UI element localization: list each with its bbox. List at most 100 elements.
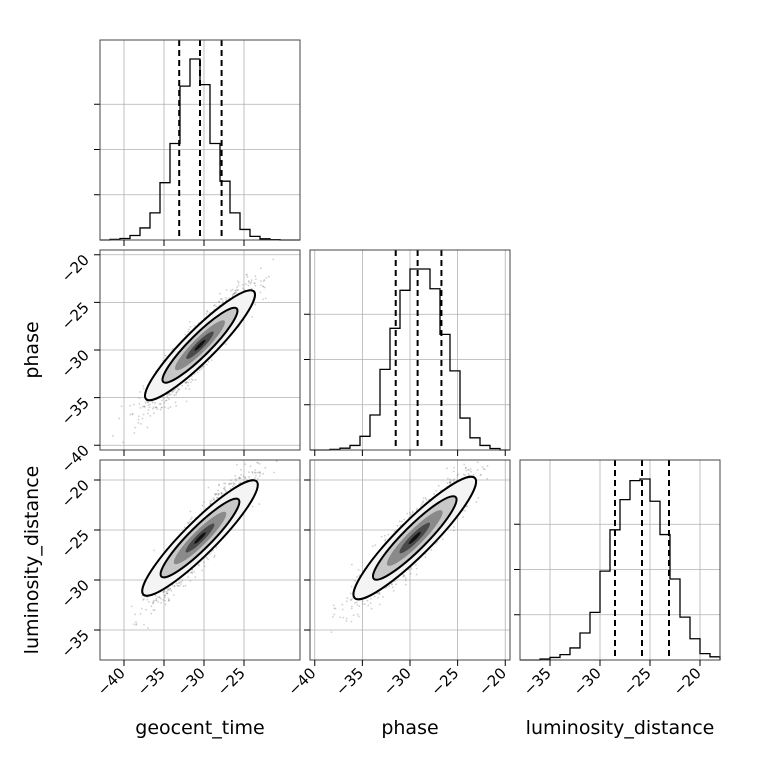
- scatter-point: [450, 479, 453, 482]
- scatter-point: [152, 609, 155, 612]
- scatter-point: [237, 281, 240, 284]
- scatter-point: [155, 406, 157, 409]
- scatter-point: [237, 289, 239, 292]
- scatter-point: [147, 412, 149, 415]
- scatter-point: [253, 471, 256, 474]
- scatter-point: [250, 287, 253, 290]
- scatter-point: [358, 605, 361, 608]
- scatter-point: [257, 455, 259, 457]
- scatter-point: [158, 403, 161, 405]
- scatter-point: [213, 492, 216, 495]
- scatter-point: [242, 287, 244, 290]
- x-tick-label: −35: [134, 664, 169, 699]
- scatter-point: [445, 467, 448, 470]
- scatter-point: [157, 601, 160, 603]
- scatter-point: [236, 280, 239, 283]
- scatter-point: [248, 281, 250, 284]
- scatter-point: [167, 588, 169, 591]
- scatter-point: [235, 463, 238, 466]
- scatter-point: [235, 291, 238, 294]
- scatter-point: [233, 292, 236, 295]
- scatter-point: [256, 471, 259, 474]
- scatter-point: [202, 561, 205, 564]
- scatter-point: [184, 584, 187, 587]
- scatter-point: [374, 544, 377, 547]
- scatter-point: [177, 582, 180, 585]
- scatter-point: [143, 405, 146, 408]
- scatter-point: [433, 493, 436, 495]
- histogram-steps-geocent_time: [100, 58, 300, 241]
- scatter-point: [174, 401, 177, 404]
- scatter-point: [142, 405, 145, 408]
- scatter-point: [249, 465, 252, 468]
- scatter-point: [147, 404, 150, 406]
- scatter-point: [155, 597, 158, 600]
- scatter-point: [202, 365, 204, 368]
- scatter-point: [164, 594, 167, 597]
- scatter-point: [164, 406, 166, 409]
- scatter-point: [223, 482, 225, 485]
- scatter-point: [176, 387, 179, 389]
- scatter-point: [138, 403, 141, 405]
- scatter-point: [213, 554, 216, 557]
- scatter-point: [139, 406, 142, 409]
- y-tick-label: −20: [58, 476, 93, 511]
- scatter-point: [228, 483, 230, 486]
- scatter-point: [153, 549, 155, 552]
- scatter-point: [182, 585, 185, 588]
- scatter-point: [141, 405, 144, 408]
- scatter-point: [143, 598, 145, 600]
- scatter-point: [468, 469, 470, 472]
- scatter-point: [265, 277, 268, 279]
- scatter-point: [464, 509, 466, 512]
- scatter-point: [156, 408, 159, 410]
- scatter-point: [207, 558, 210, 561]
- scatter-point: [212, 304, 215, 307]
- scatter-point: [219, 292, 221, 295]
- scatter-point: [173, 394, 176, 397]
- scatter-point: [378, 593, 381, 596]
- scatter-point: [211, 499, 213, 502]
- scatter-point: [175, 405, 178, 407]
- scatter-point: [155, 599, 158, 602]
- scatter-point: [151, 601, 154, 604]
- scatter-point: [232, 292, 235, 295]
- scatter-point: [165, 399, 168, 402]
- scatter-point: [231, 293, 234, 296]
- scatter-point: [218, 301, 221, 304]
- scatter-point: [220, 492, 223, 495]
- scatter-point: [173, 585, 176, 588]
- scatter-point: [160, 601, 163, 604]
- scatter-point: [158, 596, 161, 598]
- scatter-point: [233, 482, 236, 485]
- scatter-point: [187, 522, 190, 525]
- scatter-point: [212, 497, 215, 500]
- scatter-point: [180, 580, 182, 583]
- scatter-point: [154, 402, 157, 404]
- scatter-point: [145, 608, 147, 611]
- scatter-point: [172, 347, 174, 350]
- scatter-point: [193, 570, 196, 573]
- scatter-point: [341, 608, 344, 611]
- scatter-point: [263, 286, 266, 289]
- scatter-point: [129, 413, 132, 416]
- scatter-point: [268, 451, 270, 453]
- scatter-point: [184, 333, 187, 336]
- scatter-point: [231, 485, 234, 488]
- scatter-point: [147, 401, 150, 404]
- scatter-point: [152, 407, 154, 410]
- scatter-point: [230, 479, 232, 482]
- scatter-point: [247, 284, 250, 287]
- scatter-point: [264, 297, 267, 300]
- scatter-point: [214, 493, 217, 496]
- scatter-point: [370, 597, 372, 600]
- scatter-point: [178, 584, 181, 587]
- scatter-point: [234, 478, 237, 480]
- scatter-point: [357, 615, 360, 618]
- scatter-point: [275, 460, 278, 463]
- scatter-point: [258, 471, 261, 474]
- scatter-point: [189, 325, 192, 328]
- scatter-point: [239, 477, 242, 480]
- scatter-point: [162, 591, 165, 593]
- scatter-point: [207, 361, 210, 363]
